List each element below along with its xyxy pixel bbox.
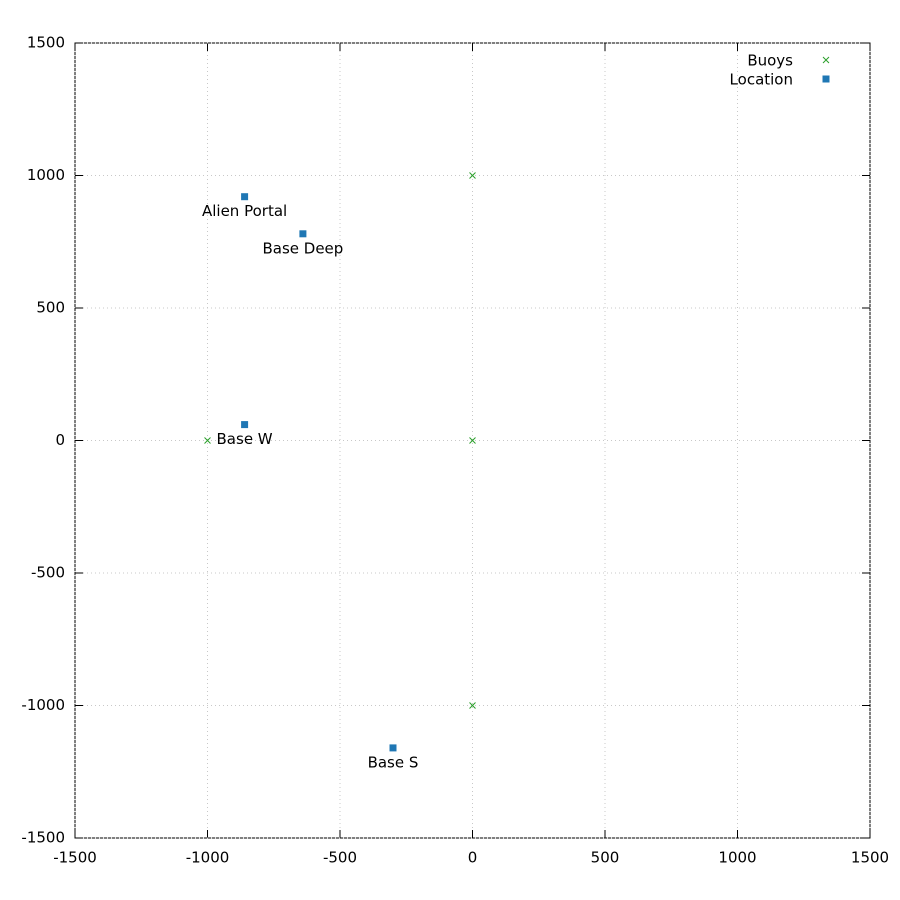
legend-marker — [822, 56, 830, 64]
x-tick-label: -1500 — [53, 849, 97, 867]
x-tick-label: -1000 — [186, 849, 230, 867]
x-tick-label: -500 — [323, 849, 357, 867]
legend-marker — [822, 75, 830, 83]
y-tick-label: 500 — [36, 299, 65, 317]
point — [241, 421, 249, 429]
point — [469, 702, 476, 709]
y-tick-label: 0 — [55, 431, 65, 449]
point — [299, 230, 307, 238]
point — [241, 193, 249, 201]
y-tick-label: -1000 — [21, 696, 65, 714]
point — [204, 437, 211, 444]
x-tick-label: 1500 — [851, 849, 889, 867]
y-tick-label: -1500 — [21, 829, 65, 847]
point — [469, 437, 476, 444]
y-tick-label: 1000 — [27, 166, 65, 184]
x-tick-label: 1000 — [718, 849, 756, 867]
point-label: Base Deep — [262, 239, 343, 257]
point-label: Alien Portal — [202, 202, 287, 220]
point — [389, 744, 397, 752]
legend-label: Location — [730, 71, 793, 89]
point-label: Base S — [368, 753, 419, 771]
point-label: Base W — [217, 430, 273, 448]
y-tick-label: 1500 — [27, 34, 65, 52]
x-tick-label: 0 — [468, 849, 478, 867]
legend-label: Buoys — [747, 52, 793, 70]
y-tick-label: -500 — [31, 564, 65, 582]
point — [469, 172, 476, 179]
x-tick-label: 500 — [591, 849, 620, 867]
